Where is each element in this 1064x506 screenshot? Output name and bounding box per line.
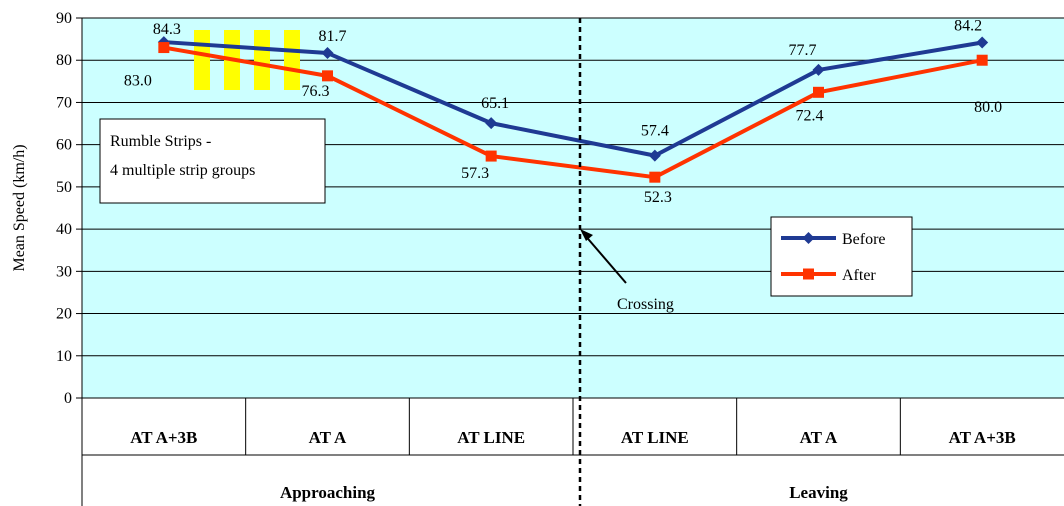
data-label-after: 83.0: [124, 73, 152, 90]
data-label-before: 77.7: [789, 42, 817, 59]
data-label-after: 57.3: [461, 165, 489, 182]
note-box-frame: [99, 118, 326, 204]
y-tick-label: 40: [56, 221, 72, 238]
data-label-after: 80.0: [974, 99, 1002, 116]
data-label-after: 76.3: [302, 83, 330, 100]
data-label-before: 84.2: [954, 17, 982, 34]
data-point-before: [648, 149, 661, 162]
data-label-before: 81.7: [319, 28, 347, 45]
note-box: Rumble Strips - 4 multiple strip groups: [99, 118, 326, 204]
note-line-1: Rumble Strips -: [110, 133, 211, 150]
legend-before-label: Before: [842, 231, 886, 248]
legend-before-marker: [802, 232, 815, 244]
data-point-after: [158, 42, 170, 54]
category-label: AT LINE: [457, 428, 525, 447]
y-tick-label: 90: [56, 10, 72, 27]
crossing-arrow-head: [580, 229, 593, 241]
legend: Before After: [770, 216, 913, 297]
data-point-before: [812, 63, 825, 76]
data-point-after: [485, 150, 497, 162]
data-point-before: [976, 36, 989, 49]
rumble-strip: [254, 30, 270, 90]
data-point-before: [485, 117, 498, 130]
group-label: Leaving: [789, 483, 848, 502]
category-label: AT A+3B: [949, 428, 1016, 447]
data-point-after: [649, 171, 661, 183]
rumble-strip: [194, 30, 210, 90]
data-label-after: 72.4: [796, 107, 824, 124]
data-label-before: 57.4: [641, 123, 669, 140]
data-label-before: 84.3: [153, 21, 181, 38]
group-label: Approaching: [280, 483, 376, 502]
y-tick-label: 70: [56, 94, 72, 111]
legend-after-label: After: [842, 267, 876, 284]
category-label: AT A: [309, 428, 347, 447]
y-tick-label: 10: [56, 348, 72, 365]
data-label-before: 65.1: [481, 95, 509, 112]
category-table: AT A+3B AT A AT LINE AT LINE AT A AT A+3B Appr…: [82, 398, 1064, 502]
y-tick-label: 80: [56, 52, 72, 69]
legend-after-marker: [803, 268, 814, 280]
rumble-strip: [284, 30, 300, 90]
series-line-after: [163, 45, 983, 180]
note-line-2: 4 multiple strip groups: [110, 162, 255, 179]
y-tick-label: 60: [56, 137, 72, 154]
legend-box: [770, 216, 913, 297]
data-point-after: [976, 54, 988, 66]
series-line-before: [163, 40, 983, 158]
y-tick-label: 30: [56, 263, 72, 280]
data-label-after: 52.3: [644, 189, 672, 206]
data-point-after: [322, 70, 333, 82]
y-tick-label: 50: [56, 179, 72, 196]
y-tick-label: 0: [64, 390, 72, 407]
y-tick-label: 20: [56, 306, 72, 323]
crossing-annotation: Crossing: [580, 229, 674, 313]
category-label: AT LINE: [621, 428, 689, 447]
data-point-after: [813, 86, 824, 98]
crossing-label: Crossing: [617, 296, 674, 313]
category-label: AT A+3B: [130, 428, 197, 447]
crossing-arrow: [582, 232, 627, 284]
y-axis-label: Mean Speed (km/h): [11, 144, 28, 271]
y-axis-ticks: 0 10 20 30 40 50 60 70 80 90: [56, 10, 82, 407]
plot-area: [82, 18, 1064, 398]
data-labels: 84.3 81.7 65.1 57.4 77.7 84.2 83.0 76.3 57.3 52.3…: [124, 17, 1002, 206]
data-point-before: [321, 47, 334, 60]
series-lines: [157, 36, 989, 183]
category-label: AT A: [800, 428, 838, 447]
